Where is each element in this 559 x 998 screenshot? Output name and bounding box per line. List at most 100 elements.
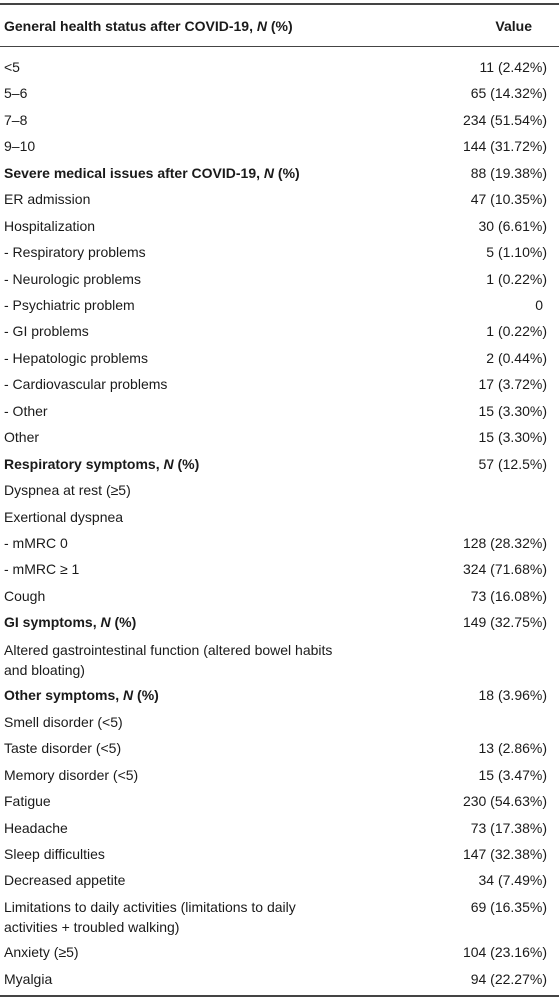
table-row: Decreased appetite 34 (7.49%) <box>0 867 559 893</box>
header-value: Value <box>495 18 532 34</box>
row-value: 324 (71.68%) <box>462 561 547 577</box>
row-label: <5 <box>4 59 20 75</box>
row-value: 15 (3.30%) <box>478 403 547 419</box>
table-bottom-rule <box>0 995 559 997</box>
row-label: - Neurologic problems <box>4 271 141 287</box>
row-label: Taste disorder (<5) <box>4 740 122 756</box>
table-row: Other symptoms, N (%) 18 (3.96%) <box>0 682 559 708</box>
row-label: - mMRC ≥ 1 <box>4 561 80 577</box>
table-row: - Other 15 (3.30%) <box>0 398 559 424</box>
header-label: General health status after COVID-19, N … <box>4 18 293 34</box>
row-label: Memory disorder (<5) <box>4 767 139 783</box>
table-row: Cough 73 (16.08%) <box>0 583 559 609</box>
row-label-italic: N <box>263 165 275 181</box>
table-row: - mMRC 0 128 (28.32%) <box>0 530 559 556</box>
table-row: 5–6 65 (14.32%) <box>0 80 559 106</box>
row-label: Other <box>4 429 40 445</box>
row-label-suffix: (%) <box>274 165 300 181</box>
row-value: 234 (51.54%) <box>462 112 547 128</box>
row-label: Smell disorder (<5) <box>4 714 123 730</box>
row-value: 69 (16.35%) <box>470 899 547 915</box>
row-value: 2 (0.44%) <box>486 350 547 366</box>
row-label-italic: N <box>100 614 111 630</box>
row-value: 5 (1.10%) <box>486 244 547 260</box>
table-row: Other 15 (3.30%) <box>0 424 559 450</box>
table-row: Sleep difficulties 147 (32.38%) <box>0 841 559 867</box>
row-value: 18 (3.96%) <box>478 687 547 703</box>
row-value: 73 (16.08%) <box>470 588 547 604</box>
row-label: - mMRC 0 <box>4 535 68 551</box>
row-label-italic: N <box>123 687 134 703</box>
row-label-suffix: (%) <box>110 614 137 630</box>
row-label: - Respiratory problems <box>4 244 146 260</box>
row-label: Cough <box>4 588 46 604</box>
table-row: Severe medical issues after COVID-19, N … <box>0 160 559 186</box>
table-row: Respiratory symptoms, N (%) 57 (12.5%) <box>0 451 559 477</box>
row-label: Sleep difficulties <box>4 846 105 862</box>
table-row: - GI problems 1 (0.22%) <box>0 318 559 344</box>
table-row: Headache 73 (17.38%) <box>0 815 559 841</box>
row-value: 0 <box>535 297 543 313</box>
row-value: 15 (3.30%) <box>478 429 547 445</box>
row-value: 88 (19.38%) <box>470 165 547 181</box>
table-row: - Cardiovascular problems 17 (3.72%) <box>0 371 559 397</box>
row-value: 30 (6.61%) <box>478 218 547 234</box>
table-row: Dyspnea at rest (≥5) <box>0 477 559 503</box>
row-label: 7–8 <box>4 112 28 128</box>
row-value: 147 (32.38%) <box>462 846 547 862</box>
table-row: Myalgia 94 (22.27%) <box>0 966 559 992</box>
table-row: GI symptoms, N (%) 149 (32.75%) <box>0 609 559 635</box>
row-value: 73 (17.38%) <box>470 820 547 836</box>
row-value: 34 (7.49%) <box>478 872 547 888</box>
row-label: Fatigue <box>4 793 51 809</box>
row-label: Severe medical issues after COVID-19, N … <box>0 163 340 183</box>
row-label: - Cardiovascular problems <box>4 376 168 392</box>
table-row: - Neurologic problems 1 (0.22%) <box>0 266 559 292</box>
row-label: Other symptoms, N (%) <box>0 685 340 705</box>
table-row: Limitations to daily activities (limitat… <box>0 894 559 940</box>
row-value: 1 (0.22%) <box>486 271 547 287</box>
table-row: Memory disorder (<5) 15 (3.47%) <box>0 762 559 788</box>
row-label: Respiratory symptoms, N (%) <box>0 454 340 474</box>
row-label: - Other <box>4 403 48 419</box>
row-value: 144 (31.72%) <box>462 138 547 154</box>
row-value: 104 (23.16%) <box>462 944 547 960</box>
table-row: ER admission 47 (10.35%) <box>0 186 559 212</box>
row-label-prefix: Other symptoms, <box>4 687 124 703</box>
row-label: Altered gastrointestinal function (alter… <box>4 642 333 678</box>
row-label: Dyspnea at rest (≥5) <box>4 482 131 498</box>
table-row: Anxiety (≥5) 104 (23.16%) <box>0 939 559 965</box>
row-value: 230 (54.63%) <box>462 793 547 809</box>
table-row: - Hepatologic problems 2 (0.44%) <box>0 345 559 371</box>
header-label-italic: N <box>256 18 267 34</box>
row-label: Hospitalization <box>4 218 96 234</box>
row-value: 1 (0.22%) <box>486 323 547 339</box>
row-label: 5–6 <box>4 85 28 101</box>
row-label-prefix: Respiratory symptoms, <box>4 456 164 472</box>
header-label-suffix: (%) <box>266 18 293 34</box>
table-row: Fatigue 230 (54.63%) <box>0 788 559 814</box>
row-label: Decreased appetite <box>4 872 126 888</box>
row-label: Myalgia <box>4 971 53 987</box>
row-label: - Hepatologic problems <box>4 350 148 366</box>
table-row: - mMRC ≥ 1 324 (71.68%) <box>0 556 559 582</box>
row-value: 128 (28.32%) <box>462 535 547 551</box>
table-row: Altered gastrointestinal function (alter… <box>0 637 559 683</box>
row-value: 47 (10.35%) <box>470 191 547 207</box>
row-label: Headache <box>4 820 68 836</box>
row-label-suffix: (%) <box>133 687 159 703</box>
row-value: 57 (12.5%) <box>478 456 547 472</box>
row-value: 17 (3.72%) <box>478 376 547 392</box>
table-row: 7–8 234 (51.54%) <box>0 107 559 133</box>
row-label-prefix: GI symptoms, <box>4 614 101 630</box>
table-header: General health status after COVID-19, N … <box>0 5 559 46</box>
table-row: Taste disorder (<5) 13 (2.86%) <box>0 735 559 761</box>
header-label-prefix: General health status after COVID-19, <box>4 18 257 34</box>
table-row: Exertional dyspnea <box>0 504 559 530</box>
table-row: - Psychiatric problem 0 <box>0 292 559 318</box>
row-label-prefix: Severe medical issues after COVID-19, <box>4 165 264 181</box>
table-row: 9–10 144 (31.72%) <box>0 133 559 159</box>
row-label-suffix: (%) <box>173 456 200 472</box>
row-label: Exertional dyspnea <box>4 509 124 525</box>
